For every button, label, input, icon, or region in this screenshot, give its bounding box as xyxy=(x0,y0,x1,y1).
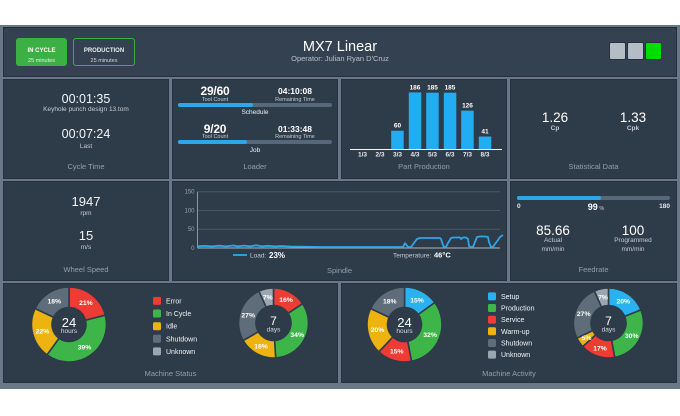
svg-text:Temperature:: Temperature: xyxy=(393,252,431,259)
svg-text:Service: Service xyxy=(501,317,524,324)
svg-text:Shutdown: Shutdown xyxy=(501,340,532,347)
svg-text:22%: 22% xyxy=(36,329,50,336)
svg-text:4/3: 4/3 xyxy=(410,152,419,159)
svg-text:27%: 27% xyxy=(241,312,255,319)
svg-text:16%: 16% xyxy=(279,297,293,304)
svg-text:50: 50 xyxy=(188,227,195,233)
svg-text:1/3: 1/3 xyxy=(358,152,367,159)
svg-text:Setup: Setup xyxy=(501,294,519,301)
svg-text:186: 186 xyxy=(410,84,421,91)
svg-text:7: 7 xyxy=(605,314,612,328)
svg-text:23%: 23% xyxy=(269,251,285,260)
svg-text:100: 100 xyxy=(184,208,195,214)
svg-text:Load:: Load: xyxy=(250,252,266,259)
svg-text:15%: 15% xyxy=(410,297,424,304)
svg-text:185: 185 xyxy=(445,85,456,92)
svg-text:27%: 27% xyxy=(577,311,591,318)
svg-text:Unknown: Unknown xyxy=(501,352,530,359)
svg-text:24: 24 xyxy=(62,315,76,330)
svg-text:15%: 15% xyxy=(390,348,404,355)
svg-text:60: 60 xyxy=(394,123,402,130)
svg-text:34%: 34% xyxy=(290,332,304,339)
svg-text:7%: 7% xyxy=(598,294,608,301)
svg-text:days: days xyxy=(267,327,281,334)
svg-text:32%: 32% xyxy=(423,332,437,339)
svg-text:Shutdown: Shutdown xyxy=(166,336,197,343)
svg-text:8/3: 8/3 xyxy=(480,152,489,159)
svg-text:17%: 17% xyxy=(593,345,607,352)
svg-text:30%: 30% xyxy=(625,333,639,340)
svg-text:0: 0 xyxy=(191,246,195,252)
svg-text:18%: 18% xyxy=(254,344,268,351)
svg-text:185: 185 xyxy=(427,85,438,92)
svg-text:150: 150 xyxy=(184,190,195,196)
svg-text:Error: Error xyxy=(166,298,182,305)
svg-text:39%: 39% xyxy=(78,345,92,352)
svg-text:hours: hours xyxy=(396,328,413,335)
svg-text:41: 41 xyxy=(481,129,489,136)
svg-text:6/3: 6/3 xyxy=(445,152,454,159)
svg-text:20%: 20% xyxy=(616,298,630,305)
svg-text:In Cycle: In Cycle xyxy=(166,311,191,318)
svg-text:21%: 21% xyxy=(79,300,93,307)
svg-text:Idle: Idle xyxy=(166,324,177,331)
svg-text:Unknown: Unknown xyxy=(166,349,195,356)
svg-text:hours: hours xyxy=(61,328,78,335)
svg-text:7%: 7% xyxy=(263,294,273,301)
svg-text:Production: Production xyxy=(501,305,535,312)
svg-text:5/3: 5/3 xyxy=(428,152,437,159)
svg-text:7/3: 7/3 xyxy=(463,152,472,159)
svg-text:Warm-up: Warm-up xyxy=(501,329,530,336)
svg-text:2/3: 2/3 xyxy=(375,152,384,159)
svg-text:20%: 20% xyxy=(371,327,385,334)
svg-text:126: 126 xyxy=(462,103,473,110)
svg-text:18%: 18% xyxy=(383,299,397,306)
svg-text:24: 24 xyxy=(397,315,411,330)
svg-text:7: 7 xyxy=(270,314,277,328)
svg-text:3/3: 3/3 xyxy=(393,152,402,159)
svg-text:18%: 18% xyxy=(47,299,61,306)
svg-text:5%: 5% xyxy=(582,335,592,342)
svg-text:days: days xyxy=(602,327,616,334)
svg-text:46°C: 46°C xyxy=(434,251,451,260)
